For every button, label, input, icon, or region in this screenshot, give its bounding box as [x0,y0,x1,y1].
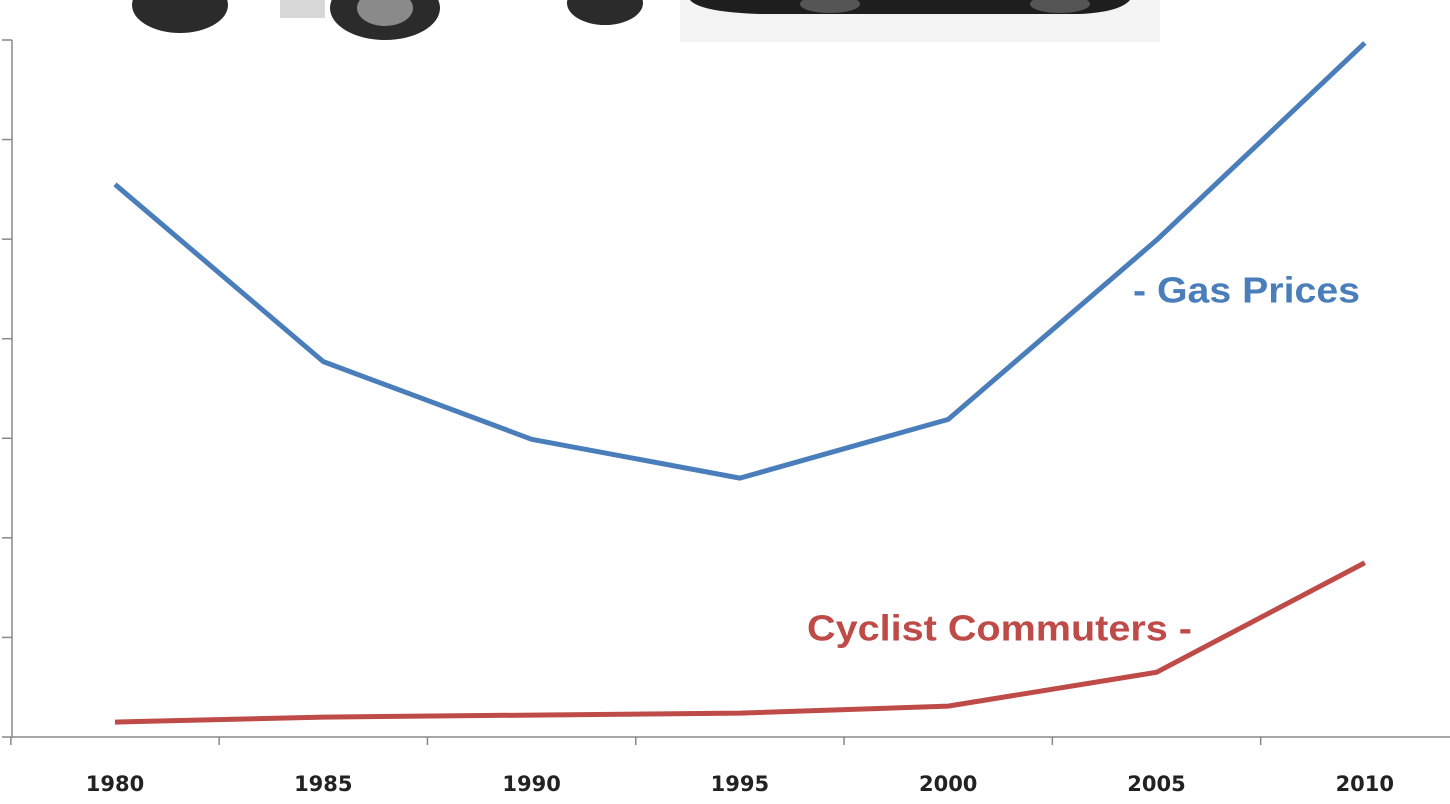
x-tick-label: 1985 [294,772,352,796]
series-line [115,43,1365,478]
x-tick-label: 1995 [711,772,769,796]
frame [280,0,325,18]
x-tick-label: 2000 [919,772,977,796]
chart: 1980 1985 1990 1995 2000 2005 2010 - Gas Prices… [0,0,1450,799]
header-photos [132,0,1160,42]
page: {"chart_data": {"type": "line", "categor… [0,0,1450,799]
x-tick-label: 1980 [86,772,144,796]
series-annotation: Cyclist Commuters - [807,608,1192,649]
x-tick-label: 2010 [1336,772,1394,796]
series-annotation: - Gas Prices [1133,270,1360,311]
x-tick-label: 1990 [502,772,560,796]
x-tick-label: 2005 [1127,772,1185,796]
